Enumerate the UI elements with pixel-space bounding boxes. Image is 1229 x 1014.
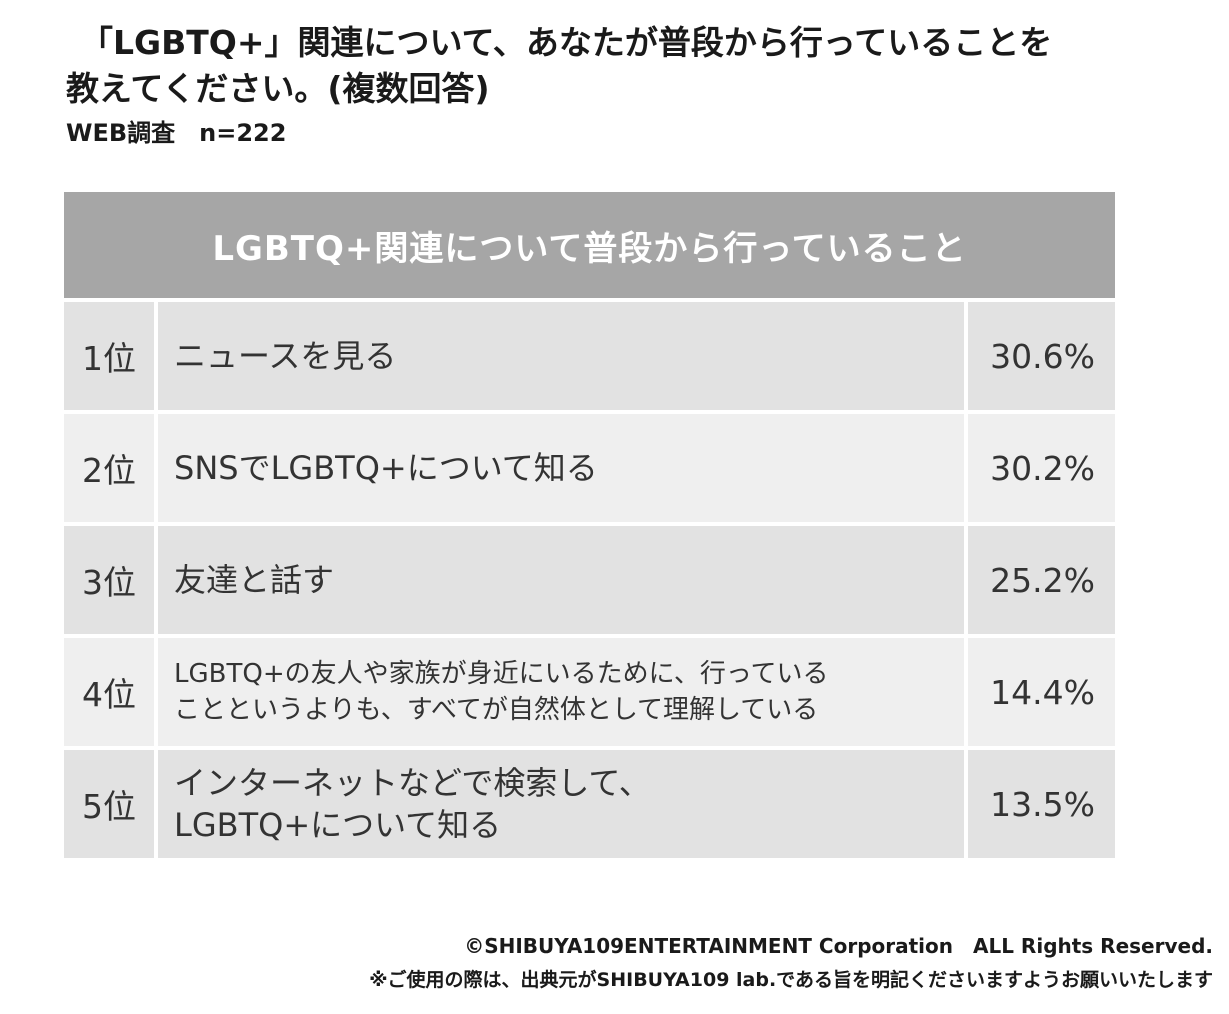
label-text: SNSでLGBTQ+について知る [174, 449, 598, 487]
table-row: 3位 友達と話す 25.2% [64, 526, 1115, 634]
label-cell: ニュースを見る [158, 302, 964, 410]
value-cell: 25.2% [968, 526, 1115, 634]
value-cell: 30.6% [968, 302, 1115, 410]
label-cell: LGBTQ+の友人や家族が身近にいるために、行っている ことというよりも、すべて… [158, 638, 964, 746]
label-text: 友達と話す [174, 561, 335, 599]
rank-cell: 1位 [64, 302, 154, 410]
label-cell: インターネットなどで検索して、 LGBTQ+について知る [158, 750, 964, 858]
rank-cell: 3位 [64, 526, 154, 634]
rank-cell: 2位 [64, 414, 154, 522]
table-row: 5位 インターネットなどで検索して、 LGBTQ+について知る 13.5% [64, 750, 1115, 858]
label-cell: 友達と話す [158, 526, 964, 634]
value-cell: 14.4% [968, 638, 1115, 746]
table-header: LGBTQ+関連について普段から行っていること [64, 192, 1115, 298]
chart-title-line2: 教えてください。(複数回答) [66, 69, 490, 108]
table-row: 2位 SNSでLGBTQ+について知る 30.2% [64, 414, 1115, 522]
ranking-table: LGBTQ+関連について普段から行っていること 1位 ニュースを見る 30.6%… [64, 192, 1115, 858]
survey-info: WEB調査 n=222 [66, 119, 287, 147]
table-row: 4位 LGBTQ+の友人や家族が身近にいるために、行っている ことというよりも、… [64, 638, 1115, 746]
label-text: ニュースを見る [174, 337, 397, 375]
chart-title: 「LGBTQ+」関連について、あなたが普段から行っていることを 教えてください。… [66, 20, 1186, 112]
label-text: LGBTQ+の友人や家族が身近にいるために、行っている ことというよりも、すべて… [174, 659, 829, 725]
value-cell: 30.2% [968, 414, 1115, 522]
value-cell: 13.5% [968, 750, 1115, 858]
usage-note: ※ご使用の際は、出典元がSHIBUYA109 lab.である旨を明記くださいます… [369, 969, 1213, 991]
copyright-notice: ©SHIBUYA109ENTERTAINMENT Corporation ALL… [464, 934, 1213, 958]
chart-title-line1: 「LGBTQ+」関連について、あなたが普段から行っていることを [80, 23, 1053, 62]
label-text: インターネットなどで検索して、 LGBTQ+について知る [174, 764, 651, 844]
rank-cell: 4位 [64, 638, 154, 746]
label-cell: SNSでLGBTQ+について知る [158, 414, 964, 522]
table-row: 1位 ニュースを見る 30.6% [64, 302, 1115, 410]
rank-cell: 5位 [64, 750, 154, 858]
